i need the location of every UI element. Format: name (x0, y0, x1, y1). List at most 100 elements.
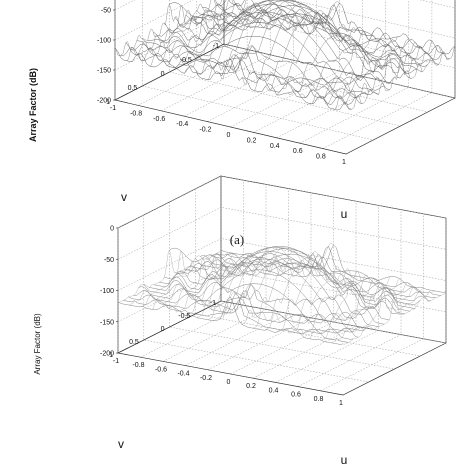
z-tick-label: -200 (100, 351, 114, 358)
surface-line-u (275, 274, 379, 333)
u-tick-label: 0.4 (270, 143, 280, 150)
surface-line-v (138, 283, 364, 333)
v-tick-label: 1 (109, 352, 113, 359)
u-tick-label: 1 (342, 159, 346, 166)
u-tick-label: 0.6 (291, 392, 301, 399)
surface-line-v (114, 47, 347, 111)
u-gridline (230, 197, 334, 375)
z-tick-label: -100 (100, 288, 114, 295)
v-axis-label: v (121, 190, 127, 204)
surface-line-u (195, 5, 305, 76)
u-tick-label: -1 (110, 105, 116, 112)
surface-line-v (174, 0, 407, 79)
u-gridline (207, 192, 312, 371)
surface-line-u (151, 253, 255, 310)
surface-line-u (230, 0, 340, 61)
v-tick-label: 0 (161, 71, 165, 78)
v-axis-label: v (118, 437, 124, 451)
u-tick-label: 0.2 (247, 137, 257, 144)
surface-line-u (162, 253, 267, 309)
u-tick-label: 1 (339, 400, 343, 407)
u-gridline (162, 184, 267, 362)
surface-line-u (334, 44, 444, 110)
surface-line-v (218, 0, 450, 60)
z-tick-label: -200 (97, 98, 111, 105)
surface-line-u (276, 35, 386, 96)
z-gridline (117, 207, 447, 260)
z-tick-label: -50 (104, 257, 114, 264)
z-tick-label: -50 (101, 8, 111, 15)
surface-line-u (219, 246, 323, 320)
u-tick-label: 0.4 (269, 387, 279, 394)
surface-line-u (117, 249, 222, 303)
v-tick-label: 1 (106, 99, 110, 106)
surface-line-u (342, 291, 447, 345)
z-gridline (117, 175, 447, 229)
surface-line-u (345, 45, 456, 111)
z-tick-label: -150 (100, 319, 114, 326)
u-gridline (342, 218, 447, 396)
u-gridline (252, 201, 357, 379)
u-tick-label: 0.8 (316, 154, 326, 161)
v-tick-label: 0.5 (129, 339, 139, 346)
surface-plot-b: 0-50-100-150-200-1-0.8-0.6-0.4-0.200.20.… (33, 175, 447, 467)
u-gridline (230, 0, 340, 128)
u-tick-label: 0 (227, 132, 231, 139)
u-tick-label: 0 (227, 379, 231, 386)
surface-line-u (114, 0, 222, 57)
surface-line-u (161, 6, 271, 66)
surface-line-u (297, 278, 402, 334)
surface-line-u (230, 243, 334, 299)
u-tick-label: -0.2 (200, 375, 212, 382)
surface-line-v (169, 0, 401, 60)
surface-line-u (322, 40, 433, 105)
u-gridline (185, 188, 289, 366)
surface-line-u (185, 257, 289, 316)
surface-line-u (137, 0, 247, 62)
surface-line-u (311, 41, 421, 105)
v-tick-label: -1 (210, 300, 216, 307)
z-gridline (117, 269, 447, 323)
z-axis-label: Array Factor (dB) (28, 68, 38, 142)
surface-line-u (149, 4, 259, 67)
z-tick-label: 0 (110, 226, 114, 233)
surface-line-u (241, 4, 352, 85)
surface-line-u (140, 253, 244, 307)
v-tick-label: 0 (161, 326, 165, 333)
u-axis-label: u (341, 453, 348, 467)
surface-mesh (114, 0, 456, 111)
v-gridline (169, 202, 395, 370)
v-tick-label: -1 (213, 43, 219, 50)
u-tick-label: -0.2 (199, 127, 211, 134)
u-tick-label: -0.6 (155, 366, 167, 373)
surface-plot-a: 0-50-100-150-200-1-0.8-0.6-0.4-0.200.20.… (28, 0, 456, 221)
surface-line-u (129, 250, 233, 306)
u-gridline (320, 213, 424, 392)
surface-line-u (288, 36, 398, 96)
surface-line-u (252, 257, 357, 329)
surface-line-v (120, 46, 352, 110)
base-frame (113, 43, 456, 155)
u-tick-label: -0.4 (177, 371, 189, 378)
surface-line-v (136, 40, 368, 98)
u-gridline (299, 0, 410, 144)
u-axis-label: u (341, 207, 348, 221)
surface-mesh (117, 243, 447, 345)
surface-line-u (264, 21, 375, 92)
u-tick-label: -0.6 (153, 116, 165, 123)
surface-line-u (241, 250, 345, 325)
back-wall (223, 0, 456, 99)
z-gridline (114, 0, 456, 11)
v-tick-label: -0.5 (178, 313, 190, 320)
surface-line-u (286, 276, 390, 334)
surface-line-u (196, 255, 300, 318)
u-tick-label: 0.8 (314, 396, 324, 403)
u-gridline (140, 180, 244, 358)
base-frame (116, 300, 447, 396)
surface-line-u (299, 38, 409, 98)
surface-line-v (133, 290, 359, 338)
u-tick-label: -0.4 (176, 121, 188, 128)
surface-line-u (264, 267, 368, 331)
surface-line-u (309, 282, 413, 339)
